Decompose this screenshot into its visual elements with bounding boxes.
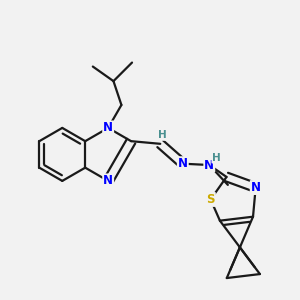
Text: N: N xyxy=(103,174,113,188)
Text: S: S xyxy=(206,193,215,206)
Text: N: N xyxy=(178,157,188,170)
Text: N: N xyxy=(103,122,113,134)
Text: N: N xyxy=(251,181,261,194)
Text: H: H xyxy=(158,130,167,140)
Text: H: H xyxy=(212,153,221,163)
Text: N: N xyxy=(204,158,214,172)
